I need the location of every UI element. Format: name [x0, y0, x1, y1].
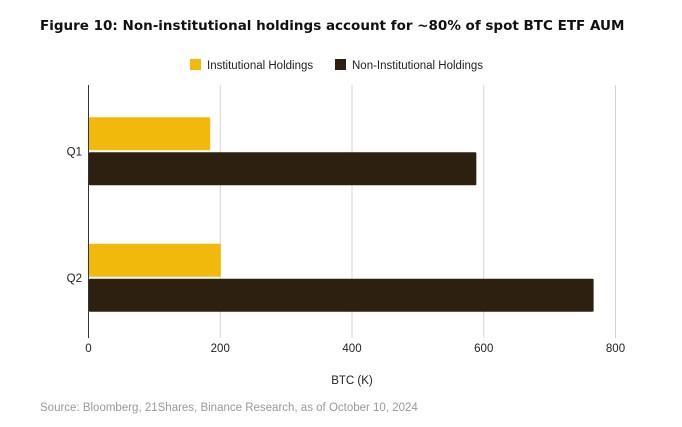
- x-tick-label: 200: [211, 343, 230, 355]
- legend-swatch: [190, 59, 201, 70]
- legend-label: Non-Institutional Holdings: [352, 60, 483, 72]
- legend-label: Institutional Holdings: [207, 60, 313, 72]
- bar-q1-institutional: [89, 117, 211, 151]
- legend-swatch: [335, 59, 346, 70]
- bar-q2-non-institutional: [89, 278, 594, 312]
- source-note: Source: Bloomberg, 21Shares, Binance Res…: [40, 402, 418, 414]
- category-label: Q1: [67, 146, 82, 158]
- legend: Institutional Holdings Non-Institutional …: [190, 59, 483, 72]
- x-axis-ticks: 0 200 400 600 800: [85, 343, 625, 355]
- bar-q1-non-institutional: [89, 152, 477, 186]
- chart-title: Figure 10: Non-institutional holdings ac…: [40, 18, 624, 34]
- x-tick-label: 600: [474, 343, 493, 355]
- y-axis-categories: Q1 Q2: [67, 146, 82, 285]
- x-tick-label: 400: [342, 343, 361, 355]
- category-label: Q2: [67, 273, 82, 285]
- bar-q2-institutional: [89, 243, 221, 277]
- x-axis-label: BTC (K): [331, 375, 373, 387]
- x-tick-label: 800: [606, 343, 625, 355]
- x-tick-label: 0: [85, 343, 91, 355]
- bars: [89, 117, 594, 312]
